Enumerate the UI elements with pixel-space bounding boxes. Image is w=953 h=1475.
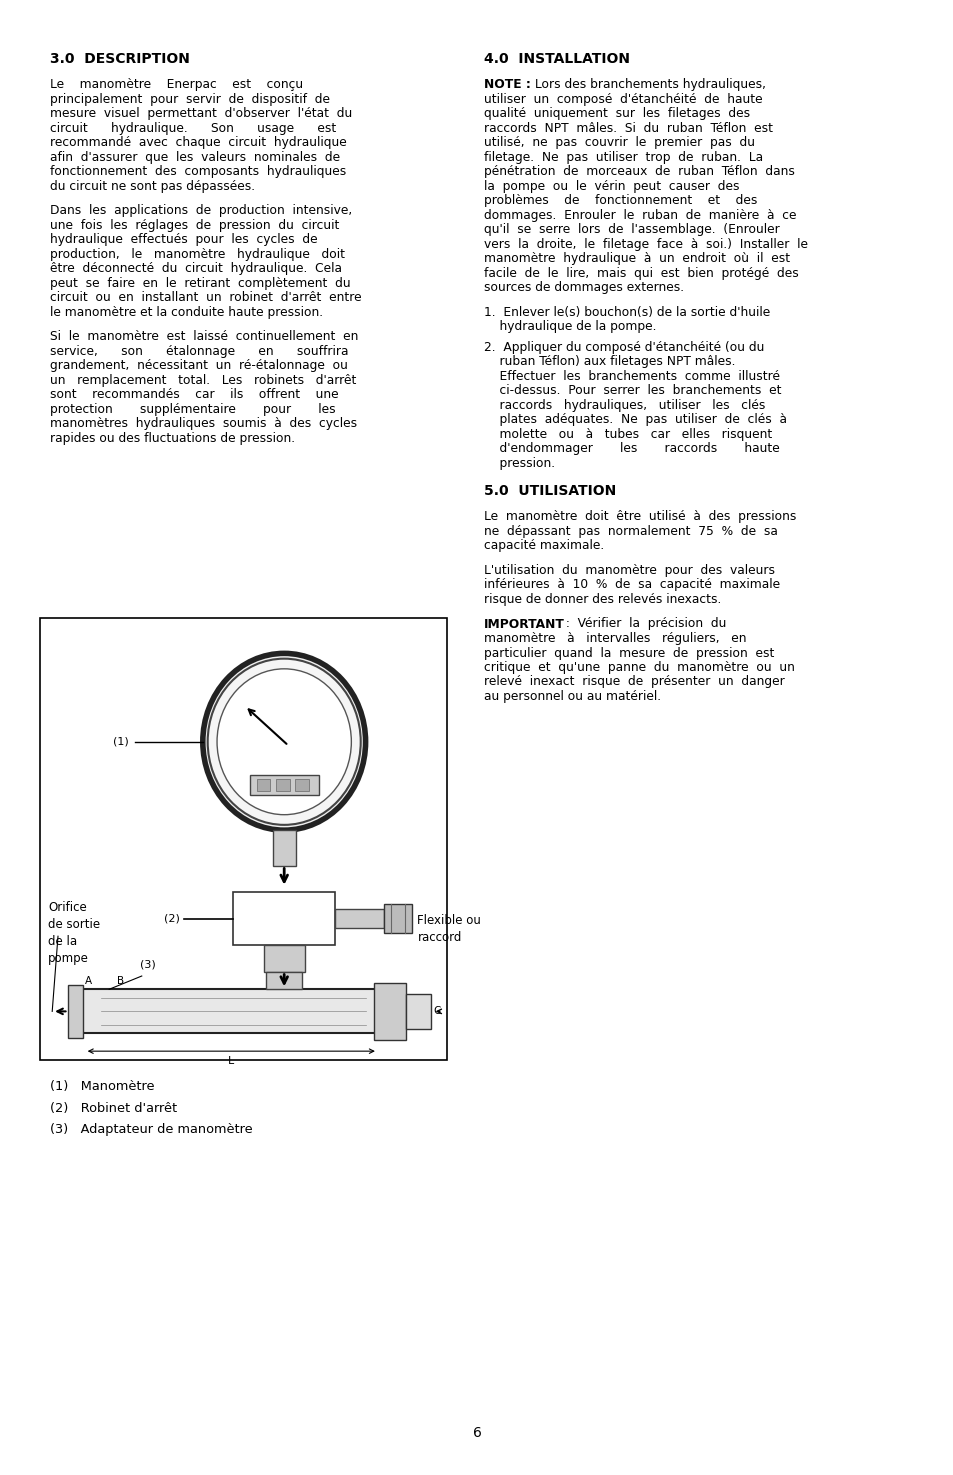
Text: C: C [434,1006,440,1016]
Text: raccords   hydrauliques,   utiliser   les   clés: raccords hydrauliques, utiliser les clés [483,398,764,412]
Text: principalement  pour  servir  de  dispositif  de: principalement pour servir de dispositif… [50,93,330,106]
Bar [69,985,83,1038]
Text: ci-dessus.  Pour  serrer  les  branchements  et: ci-dessus. Pour serrer les branchements … [483,384,781,397]
Text: (2): (2) [163,913,179,923]
Text: capacité maximale.: capacité maximale. [483,540,603,552]
Text: d'endommager       les       raccords       haute: d'endommager les raccords haute [483,442,779,456]
Ellipse shape [208,659,360,825]
Text: un   remplacement   total.   Les   robinets   d'arrêt: un remplacement total. Les robinets d'ar… [50,373,356,386]
Text: Orifice
de sortie
de la
pompe: Orifice de sortie de la pompe [48,901,100,965]
Text: L: L [228,1056,234,1066]
Ellipse shape [203,653,365,830]
Text: hydraulique de la pompe.: hydraulique de la pompe. [483,320,656,333]
Text: Dans  les  applications  de  production  intensive,: Dans les applications de production inte… [50,204,352,217]
Text: circuit      hydraulique.      Son      usage      est: circuit hydraulique. Son usage est [50,121,335,134]
Text: qualité  uniquement  sur  les  filetages  des: qualité uniquement sur les filetages des [483,108,749,119]
Text: inférieures  à  10  %  de  sa  capacité  maximale: inférieures à 10 % de sa capacité maxima… [483,578,780,591]
Text: filetage.  Ne  pas  utiliser  trop  de  ruban.  La: filetage. Ne pas utiliser trop de ruban.… [483,150,762,164]
Bar [295,779,309,791]
Text: Effectuer  les  branchements  comme  illustré: Effectuer les branchements comme illustr… [483,370,780,382]
Text: du circuit ne sont pas dépassées.: du circuit ne sont pas dépassées. [50,180,254,193]
Text: molette   ou   à   tubes   car   elles   risquent: molette ou à tubes car elles risquent [483,428,771,441]
Text: IMPORTANT: IMPORTANT [483,618,564,630]
Text: être  déconnecté  du  circuit  hydraulique.  Cela: être déconnecté du circuit hydraulique. … [50,263,341,276]
Text: pression.: pression. [483,457,555,469]
Bar [266,972,302,990]
Bar [233,892,335,945]
Text: hydraulique  effectués  pour  les  cycles  de: hydraulique effectués pour les cycles de [50,233,317,246]
Text: utilisé,  ne  pas  couvrir  le  premier  pas  du: utilisé, ne pas couvrir le premier pas d… [483,136,754,149]
Text: la  pompe  ou  le  vérin  peut  causer  des: la pompe ou le vérin peut causer des [483,180,739,193]
Text: sources de dommages externes.: sources de dommages externes. [483,282,683,294]
Bar [273,830,295,866]
Text: plates  adéquates.  Ne  pas  utiliser  de  clés  à: plates adéquates. Ne pas utiliser de clé… [483,413,786,426]
Text: (2)   Robinet d'arrêt: (2) Robinet d'arrêt [50,1102,177,1115]
Text: relevé  inexact  risque  de  présenter  un  danger: relevé inexact risque de présenter un da… [483,676,784,689]
Text: manomètre  hydraulique  à  un  endroit  où  il  est: manomètre hydraulique à un endroit où il… [483,252,789,266]
Text: circuit  ou  en  installant  un  robinet  d'arrêt  entre: circuit ou en installant un robinet d'ar… [50,291,361,304]
Text: au personnel ou au matériel.: au personnel ou au matériel. [483,690,660,704]
Text: fonctionnement  des  composants  hydrauliques: fonctionnement des composants hydrauliqu… [50,165,346,178]
Text: 6: 6 [472,1426,481,1440]
Text: rapides ou des fluctuations de pression.: rapides ou des fluctuations de pression. [50,432,294,445]
Bar [406,994,430,1030]
Text: 3.0  DESCRIPTION: 3.0 DESCRIPTION [50,52,190,66]
Bar [335,909,383,928]
Text: :  Vérifier  la  précision  du: : Vérifier la précision du [561,618,725,630]
Text: 5.0  UTILISATION: 5.0 UTILISATION [483,484,616,499]
Bar [275,779,290,791]
Bar [256,779,270,791]
Text: pénétration  de  morceaux  de  ruban  Téflon  dans: pénétration de morceaux de ruban Téflon … [483,165,794,178]
Text: (3)   Adaptateur de manomètre: (3) Adaptateur de manomètre [50,1124,253,1137]
Text: 4.0  INSTALLATION: 4.0 INSTALLATION [483,52,629,66]
Text: Le  manomètre  doit  être  utilisé  à  des  pressions: Le manomètre doit être utilisé à des pre… [483,510,796,524]
Text: (1): (1) [113,736,129,746]
Text: dommages.  Enrouler  le  ruban  de  manière  à  ce: dommages. Enrouler le ruban de manière à… [483,208,796,221]
Bar [374,982,406,1040]
Text: Flexible ou
raccord: Flexible ou raccord [417,913,480,944]
Text: vers  la  droite,  le  filetage  face  à  soi.)  Installer  le: vers la droite, le filetage face à soi.)… [483,237,807,251]
Text: manomètre   à   intervalles   réguliers,   en: manomètre à intervalles réguliers, en [483,631,745,645]
Text: problèmes    de    fonctionnement    et    des: problèmes de fonctionnement et des [483,195,757,207]
Text: une  fois  les  réglages  de  pression  du  circuit: une fois les réglages de pression du cir… [50,218,339,232]
Bar [40,618,447,1061]
Text: recommandé  avec  chaque  circuit  hydraulique: recommandé avec chaque circuit hydrauliq… [50,136,346,149]
Bar [250,776,318,795]
Text: 1.  Enlever le(s) bouchon(s) de la sortie d'huile: 1. Enlever le(s) bouchon(s) de la sortie… [483,305,769,319]
Text: Si  le  manomètre  est  laissé  continuellement  en: Si le manomètre est laissé continuelleme… [50,330,358,344]
Text: ne  dépassant  pas  normalement  75  %  de  sa: ne dépassant pas normalement 75 % de sa [483,525,777,538]
Text: utiliser  un  composé  d'étanchéité  de  haute: utiliser un composé d'étanchéité de haut… [483,93,761,106]
Text: facile  de  le  lire,  mais  qui  est  bien  protégé  des: facile de le lire, mais qui est bien pro… [483,267,798,280]
Text: grandement,  nécessitant  un  ré-étalonnage  ou: grandement, nécessitant un ré-étalonnage… [50,360,348,372]
Text: Lors des branchements hydrauliques,: Lors des branchements hydrauliques, [531,78,765,91]
Ellipse shape [217,668,351,814]
Text: le manomètre et la conduite haute pression.: le manomètre et la conduite haute pressi… [50,305,323,319]
Bar [264,945,304,972]
Bar [383,904,412,934]
Text: protection       supplémentaire       pour       les: protection supplémentaire pour les [50,403,335,416]
Text: Le    manomètre    Enerpac    est    conçu: Le manomètre Enerpac est conçu [50,78,303,91]
Text: peut  se  faire  en  le  retirant  complètement  du: peut se faire en le retirant complètemen… [50,277,351,289]
Text: ruban Téflon) aux filetages NPT mâles.: ruban Téflon) aux filetages NPT mâles. [483,355,735,369]
Text: B: B [117,976,124,987]
Text: service,      son      étalonnage      en      souffrira: service, son étalonnage en souffrira [50,345,348,358]
Text: manomètres  hydrauliques  soumis  à  des  cycles: manomètres hydrauliques soumis à des cyc… [50,417,356,431]
Text: raccords  NPT  mâles.  Si  du  ruban  Téflon  est: raccords NPT mâles. Si du ruban Téflon e… [483,121,772,134]
Text: production,   le   manomètre   hydraulique   doit: production, le manomètre hydraulique doi… [50,248,345,261]
Text: sont    recommandés    car    ils    offrent    une: sont recommandés car ils offrent une [50,388,338,401]
Text: afin  d'assurer  que  les  valeurs  nominales  de: afin d'assurer que les valeurs nominales… [50,150,340,164]
Text: qu'il  se  serre  lors  de  l'assemblage.  (Enrouler: qu'il se serre lors de l'assemblage. (En… [483,223,779,236]
Text: NOTE :: NOTE : [483,78,530,91]
Text: particulier  quand  la  mesure  de  pression  est: particulier quand la mesure de pression … [483,646,774,659]
Text: L'utilisation  du  manomètre  pour  des  valeurs: L'utilisation du manomètre pour des vale… [483,563,774,577]
Text: mesure  visuel  permettant  d'observer  l'état  du: mesure visuel permettant d'observer l'ét… [50,108,352,119]
Bar [81,990,386,1034]
Text: 2.  Appliquer du composé d'étanchéité (ou du: 2. Appliquer du composé d'étanchéité (ou… [483,341,763,354]
Text: (1)   Manomètre: (1) Manomètre [50,1080,154,1093]
Text: critique  et  qu'une  panne  du  manomètre  ou  un: critique et qu'une panne du manomètre ou… [483,661,794,674]
Text: risque de donner des relevés inexacts.: risque de donner des relevés inexacts. [483,593,720,606]
Text: (3): (3) [139,960,155,969]
Text: A: A [85,976,91,987]
